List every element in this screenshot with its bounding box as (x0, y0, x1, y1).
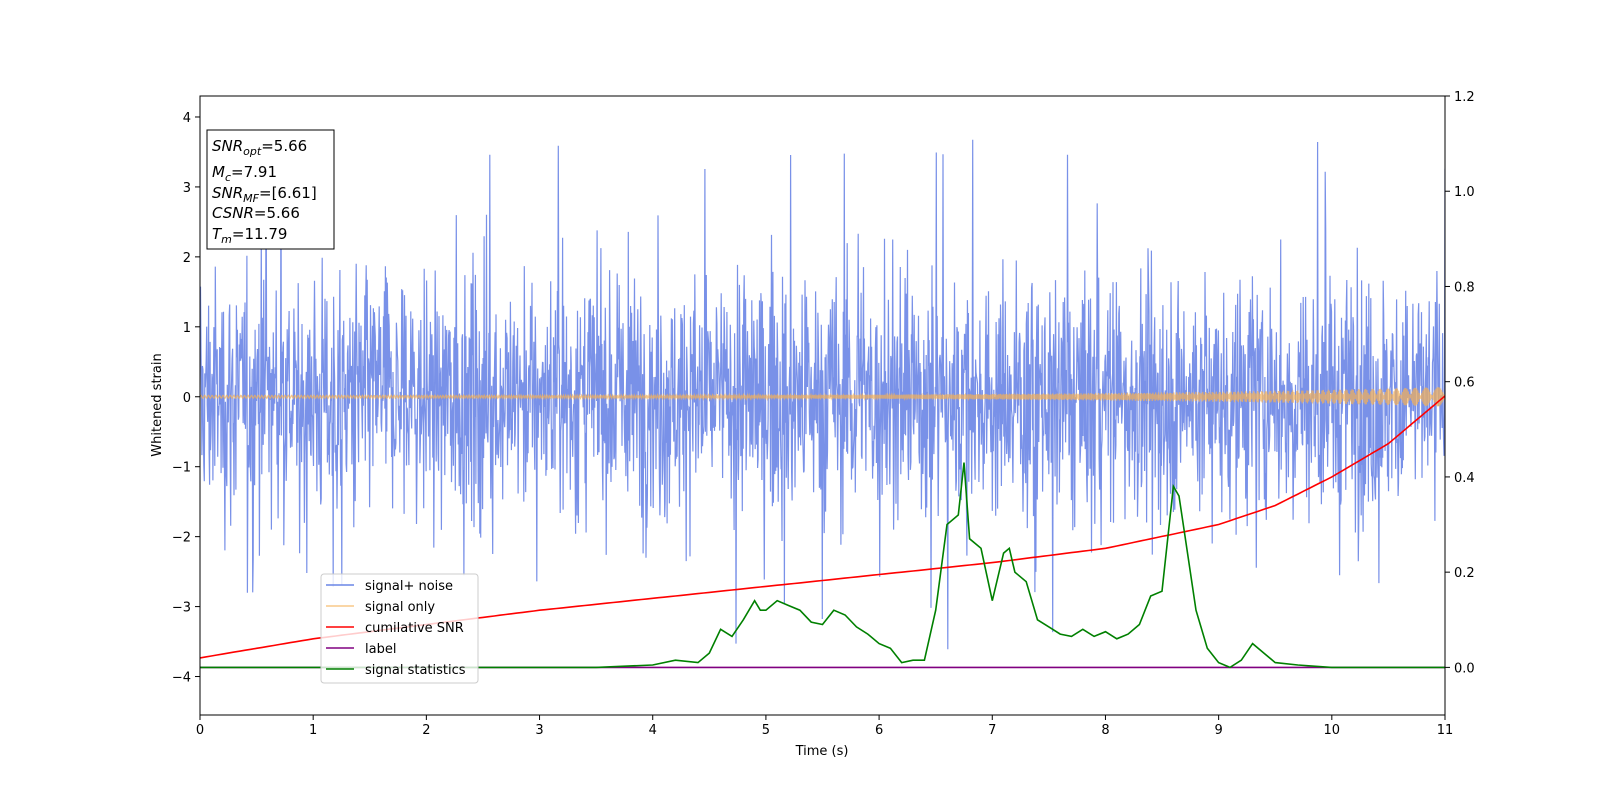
info-line-csnr: CSNR=5.66 (212, 204, 300, 222)
x-tick-label: 5 (762, 723, 770, 738)
legend-frame (320, 573, 479, 684)
y-right-tick-label: 0.0 (1454, 661, 1475, 676)
y-right-tick-label: 0.8 (1454, 280, 1475, 295)
info-box-frame (206, 129, 335, 250)
legend-label-signal-only: signal only (365, 600, 435, 615)
legend-label-signal-statistics: signal statistics (365, 663, 466, 678)
x-tick-label: 11 (1437, 723, 1454, 738)
info-line-snr-opt: SNRopt=5.66 (212, 137, 307, 158)
x-tick-label: 0 (196, 723, 204, 738)
y-left-tick-label: 2 (183, 251, 191, 266)
x-axis-title: Time (s) (795, 744, 849, 759)
signal-noise-line (200, 134, 1445, 650)
y-left-tick-label: −3 (172, 601, 191, 616)
x-tick-label: 4 (649, 723, 657, 738)
y-right-tick-label: 0.6 (1454, 376, 1475, 391)
x-tick-label: 2 (422, 723, 430, 738)
x-tick-label: 7 (988, 723, 996, 738)
y-left-tick-label: 1 (183, 321, 191, 336)
x-tick-label: 1 (309, 723, 317, 738)
y-left-tick-label: 3 (183, 181, 191, 196)
x-tick-label: 9 (1214, 723, 1222, 738)
y-left-tick-label: 4 (183, 111, 191, 126)
legend-label-cumulative-snr: cumilative SNR (365, 621, 464, 636)
info-box: SNRopt=5.66 Mc=7.91 SNRMF=[6.61] CSNR=5.… (206, 129, 335, 250)
x-tick-label: 8 (1101, 723, 1109, 738)
x-tick-label: 3 (535, 723, 543, 738)
y-left-tick-label: 0 (183, 391, 191, 406)
y-axis-title: Whitened strain (150, 353, 165, 456)
y-right-tick-label: 0.4 (1454, 471, 1475, 486)
signal-statistics-line (200, 462, 1445, 669)
y-right-tick-label: 1.0 (1454, 185, 1475, 200)
info-line-tm: Tm=11.79 (212, 225, 287, 246)
y-left-tick-label: −2 (172, 531, 191, 546)
y-right-tick-label: 0.2 (1454, 566, 1475, 581)
info-line-snr-mf: SNRMF=[6.61] (212, 184, 317, 205)
legend-label-signal-noise: signal+ noise (365, 579, 453, 594)
x-tick-label: 6 (875, 723, 883, 738)
legend: signal+ noise signal only cumilative SNR… (320, 573, 479, 684)
y-right-tick-label: 1.2 (1454, 90, 1475, 105)
signal-only-line (200, 387, 1445, 407)
plot-frame (199, 95, 1446, 716)
y-left-tick-label: −4 (172, 671, 191, 686)
x-tick-label: 10 (1324, 723, 1341, 738)
legend-label-label: label (365, 642, 396, 657)
y-left-tick-label: −1 (172, 461, 191, 476)
info-line-mc: Mc=7.91 (212, 163, 277, 184)
